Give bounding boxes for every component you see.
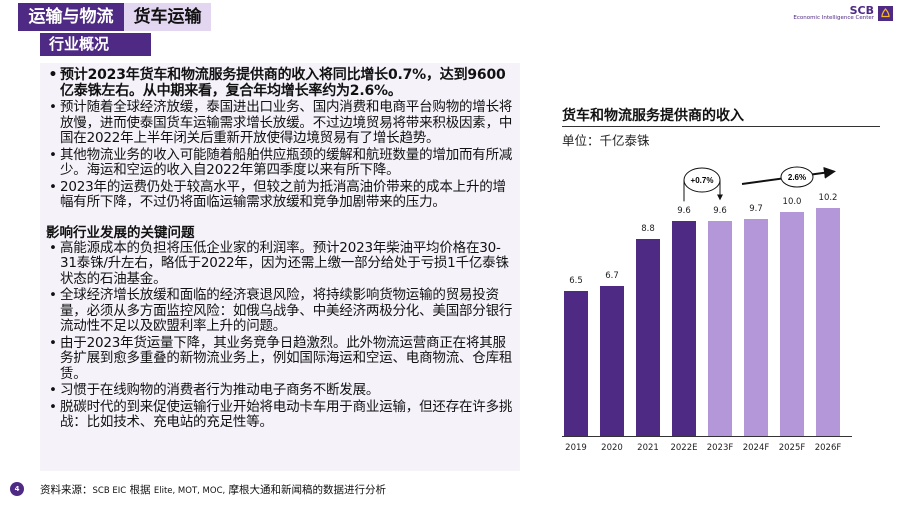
issue-bullet: • 习惯于在线购物的消费者行为推动电子商务不断发展。 <box>46 382 514 399</box>
logo-subtitle: Economic Intelligence Center <box>793 15 874 21</box>
overview-bullet: • 预计随着全球经济放缓，泰国进出口业务、国内消费和电商平台购物的增长将放慢，进而… <box>46 99 514 147</box>
section-label-industry-overview: 行业概况 <box>40 33 151 56</box>
bar-2024F <box>744 219 768 436</box>
revenue-bar-chart: +0.7% 2.6% 6.5 2019 6.7 2020 8.8 2021 9.6 2022E 9… <box>562 150 882 460</box>
bar-value-label: 10.0 <box>782 197 802 208</box>
x-tick-label: 2022E <box>670 443 698 453</box>
x-tick-label: 2025F <box>778 443 806 453</box>
cagr-label: 2.6% <box>788 173 806 182</box>
bar-2020 <box>600 286 624 436</box>
lotus-icon <box>878 5 893 21</box>
issue-bullet: • 脱碳时代的到来促使运输行业开始将电动卡车用于商业运输，但还存在许多挑战：比如技… <box>46 398 514 431</box>
x-tick-label: 2020 <box>601 443 623 453</box>
growth-annotations: +0.7% 2.6% <box>683 166 836 202</box>
bar-value-label: 10.2 <box>818 193 838 203</box>
overview-bullet: • 其他物流业务的收入可能随着船舶供应瓶颈的缓解和航班数量的增加而有所减少。海运和… <box>46 146 514 179</box>
bar-value-label: 9.6 <box>677 206 691 217</box>
logo-brand: SCB <box>849 4 874 17</box>
bar-2025F <box>780 212 804 436</box>
bar-2022E <box>672 221 696 436</box>
issue-bullet: • 由于2023年货运量下降，其业务竞争日趋激烈。此外物流运营商正在将其服务扩展到… <box>46 334 514 383</box>
x-tick-label: 2019 <box>565 443 587 453</box>
x-tick-label: 2023F <box>706 443 734 453</box>
chart-title: 货车和物流服务提供商的收入 <box>562 107 880 127</box>
key-issues-heading: 影响行业发展的关键问题 <box>46 224 195 241</box>
bullet-dot-icon: • <box>49 334 57 351</box>
bar-2021 <box>636 239 660 436</box>
bullet-dot-icon: • <box>49 239 57 256</box>
bullet-dot-icon: • <box>48 67 58 83</box>
page-number-badge: 4 <box>10 482 24 496</box>
bar-2019 <box>564 290 588 436</box>
text-panel: • 预计2023年货车和物流服务提供商的收入将同比增长0.7%，达到9600亿泰铢… <box>40 63 520 471</box>
category-tab-trucking: 货车运输 <box>124 3 211 31</box>
scb-eic-logo: SCB Economic Intelligence Center <box>793 5 893 22</box>
bullet-dot-icon: • <box>49 99 57 115</box>
overview-bullet: • 预计2023年货车和物流服务提供商的收入将同比增长0.7%，达到9600亿泰铢… <box>46 67 514 99</box>
bar-value-label: 8.8 <box>641 224 655 235</box>
x-axis-line <box>562 436 852 437</box>
bar-value-label: 6.5 <box>569 275 583 286</box>
issue-bullet: • 高能源成本的负担将压低企业家的利润率。预计2023年柴油平均价格在30-31泰… <box>46 239 514 288</box>
chart-unit-label: 单位：千亿泰铢 <box>562 133 650 148</box>
bullet-dot-icon: • <box>49 398 57 415</box>
bullet-dot-icon: • <box>49 382 57 398</box>
bullet-dot-icon: • <box>49 178 57 195</box>
bullet-dot-icon: • <box>49 287 57 303</box>
category-tab-transport-logistics: 运输与物流 <box>18 3 124 31</box>
bar-value-label: 9.6 <box>713 206 727 217</box>
bar-value-label: 6.7 <box>605 271 619 282</box>
x-tick-label: 2021 <box>637 443 659 453</box>
source-note: 资料来源：SCB EIC 根据 Elite, MOT, MOC, 摩根大通和新闻… <box>40 484 387 496</box>
bar-2026F <box>816 208 840 436</box>
bar-value-label: 9.7 <box>749 204 763 215</box>
overview-bullet: • 2023年的运费仍处于较高水平，但较之前为抵消高油价带来的成本上升的增幅有所下… <box>46 178 514 211</box>
x-tick-label: 2024F <box>742 443 770 453</box>
bullet-dot-icon: • <box>49 146 57 163</box>
growth-label: +0.7% <box>691 176 714 185</box>
issue-bullet: • 全球经济增长放缓和面临的经济衰退风险，将持续影响货物运输的贸易投资量，必须从多… <box>46 287 514 335</box>
x-tick-label: 2026F <box>814 443 842 453</box>
bar-2023F <box>708 221 732 436</box>
